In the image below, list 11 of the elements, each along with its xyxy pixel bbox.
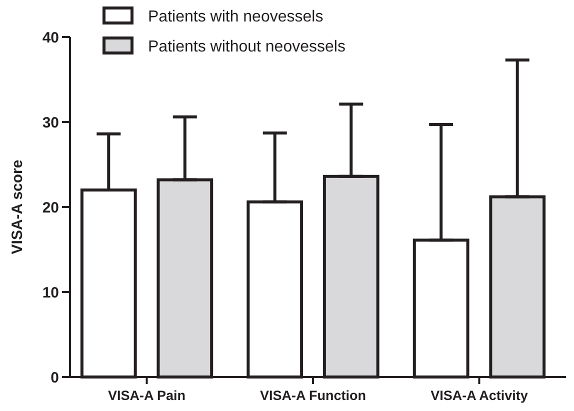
y-tick-label: 10	[42, 284, 59, 302]
x-tick-label: VISA-A Activity	[430, 388, 528, 403]
x-tick-label: VISA-A Pain	[108, 388, 186, 403]
y-axis-title: VISA-A score	[9, 160, 26, 254]
y-tick-label: 40	[42, 29, 59, 46]
legend-label: Patients without neovessels	[148, 38, 346, 56]
y-tick-label: 20	[42, 199, 59, 216]
y-tick-label: 0	[50, 369, 59, 386]
y-tick-label: 30	[42, 114, 59, 132]
x-tick-label: VISA-A Function	[260, 388, 366, 403]
legend-label: Patients with neovessels	[148, 8, 324, 26]
